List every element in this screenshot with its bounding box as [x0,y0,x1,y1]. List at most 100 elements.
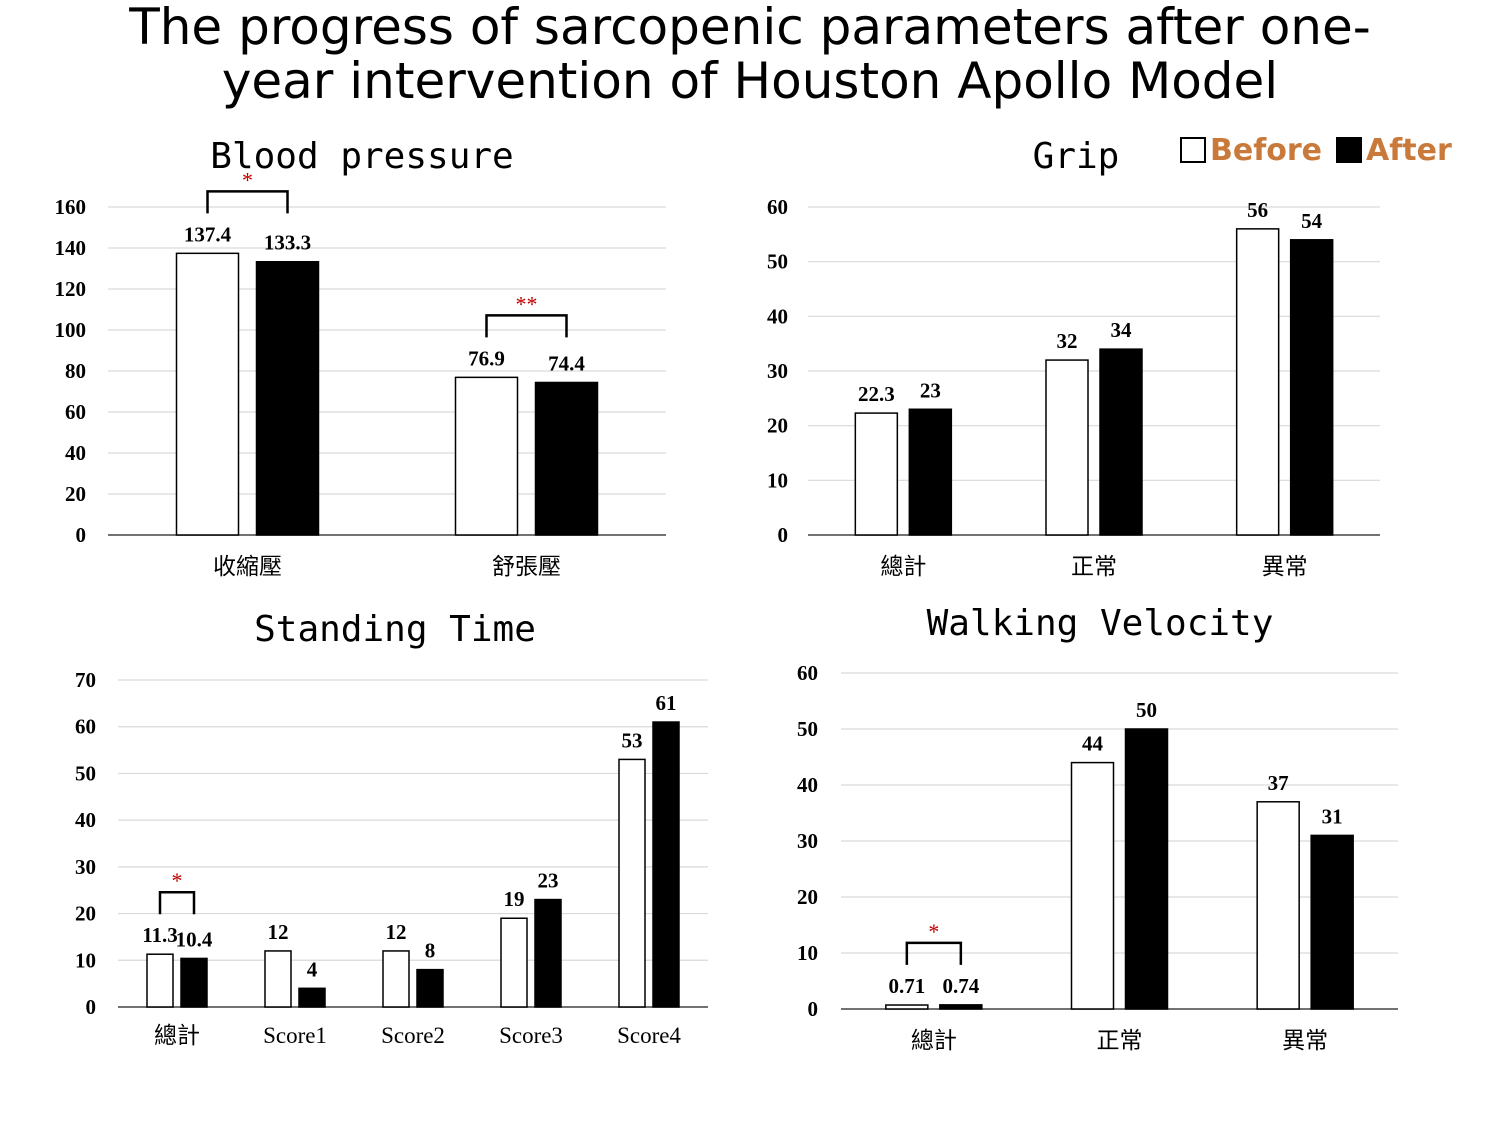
x-category-label: Score2 [381,1023,445,1048]
chart-grip: Grip 0 10 20 30 40 50 60 總計 22.3 23 正常 32 34 異常 56 54 [767,136,1380,579]
data-label-before: 44 [1082,732,1104,756]
y-tick-label: 10 [75,948,96,972]
bar-after [939,1004,983,1010]
legend-swatch-before [1180,137,1206,163]
y-tick-label: 60 [767,195,788,219]
x-category-label: Score4 [617,1023,681,1048]
bar-after [652,721,680,1008]
data-label-before: 0.71 [888,974,925,998]
data-label-after: 133.3 [264,231,311,255]
data-label-before: 11.3 [142,923,178,947]
data-label-before: 22.3 [858,382,895,406]
bar-before [1070,761,1115,1010]
bar-before [500,917,528,1008]
data-label-after: 54 [1301,209,1323,233]
y-tick-label: 20 [767,414,788,438]
x-category-label: Score1 [263,1023,327,1048]
significance-marker: * [242,167,253,192]
data-label-before: 32 [1057,329,1078,353]
data-label-after: 74.4 [548,351,585,375]
bar-after [416,968,444,1008]
data-label-after: 23 [920,378,941,402]
chart-title: Blood pressure [210,136,513,177]
significance-bracket [158,890,196,915]
data-label-before: 19 [504,887,525,911]
data-label-after: 31 [1322,804,1343,828]
bar-after [1310,834,1354,1010]
bar-before [1045,359,1089,536]
chart-title: Standing Time [254,609,536,650]
bar-before [885,1004,929,1010]
y-tick-label: 80 [65,359,86,383]
y-tick-label: 40 [797,773,818,797]
legend-label-before: Before [1210,132,1323,168]
data-label-before: 12 [268,920,289,944]
chart-standing-time: Standing Time 0 10 20 30 40 50 60 70 總計 11.310.4 Sc… [75,609,708,1048]
y-tick-label: 0 [86,995,97,1019]
legend-item-after: After [1336,133,1452,168]
y-tick-label: 60 [65,400,86,424]
x-category-label: 總計 [880,554,926,579]
significance-marker: ** [516,291,538,316]
data-label-after: 0.74 [942,974,979,998]
x-category-label: 正常 [1097,1028,1143,1053]
bar-before [1256,801,1300,1010]
x-category-label: 異常 [1262,554,1308,579]
significance-bracket [206,190,289,214]
bar-after [1099,348,1143,536]
y-tick-label: 0 [808,997,819,1021]
significance-marker: * [928,919,939,944]
x-category-label: 異常 [1282,1028,1328,1053]
data-label-after: 10.4 [176,927,213,951]
y-tick-label: 40 [767,304,788,328]
y-tick-label: 20 [75,902,96,926]
bar-before [175,252,240,536]
x-category-label: 總計 [154,1023,200,1048]
chart-title: Walking Velocity [927,603,1274,644]
bar-after [908,408,953,536]
data-label-before: 76.9 [468,346,505,370]
y-tick-label: 10 [797,941,818,965]
y-tick-label: 50 [797,717,818,741]
data-label-before: 56 [1247,198,1268,222]
data-label-before: 12 [386,920,407,944]
legend-label-after: After [1366,132,1452,168]
bar-before [264,950,292,1008]
y-tick-label: 40 [65,441,86,465]
y-tick-label: 50 [75,761,96,785]
data-label-before: 53 [622,728,643,752]
y-tick-label: 60 [75,715,96,739]
bar-before [1235,228,1280,536]
page-title-line-2: year intervention of Houston Apollo Mode… [221,52,1279,110]
bar-before [382,950,410,1008]
bar-after [1289,239,1334,536]
legend: Before After [1180,130,1452,170]
page-title-line-1: The progress of sarcopenic parameters af… [129,0,1371,56]
data-label-after: 50 [1136,698,1157,722]
y-tick-label: 20 [65,482,86,506]
significance-bracket [485,314,568,338]
chart-title: Grip [1033,136,1120,177]
legend-item-before: Before [1180,133,1322,168]
bar-before [146,953,174,1008]
bar-after [298,987,326,1008]
y-tick-label: 70 [75,668,96,692]
x-category-label: Score3 [499,1023,563,1048]
y-tick-label: 20 [797,885,818,909]
y-tick-label: 40 [75,808,96,832]
data-label-after: 23 [538,869,559,893]
chart-walking-velocity: Walking Velocity 0 10 20 30 40 50 60 總計 0.71 0.74 正… [797,603,1398,1053]
legend-swatch-after [1336,137,1363,163]
y-tick-label: 50 [767,250,788,274]
bar-before [854,412,899,536]
data-label-after: 8 [425,939,436,963]
bar-before [618,758,646,1008]
chart-blood-pressure: Blood pressure 0 20 40 60 80 100 120 140 160 收縮壓 13… [55,136,666,579]
data-label-after: 61 [656,691,677,715]
y-tick-label: 0 [778,523,789,547]
y-tick-label: 30 [75,855,96,879]
data-label-before: 137.4 [184,222,232,246]
y-tick-label: 60 [797,661,818,685]
y-tick-label: 100 [55,318,87,342]
x-category-label: 正常 [1071,554,1117,579]
